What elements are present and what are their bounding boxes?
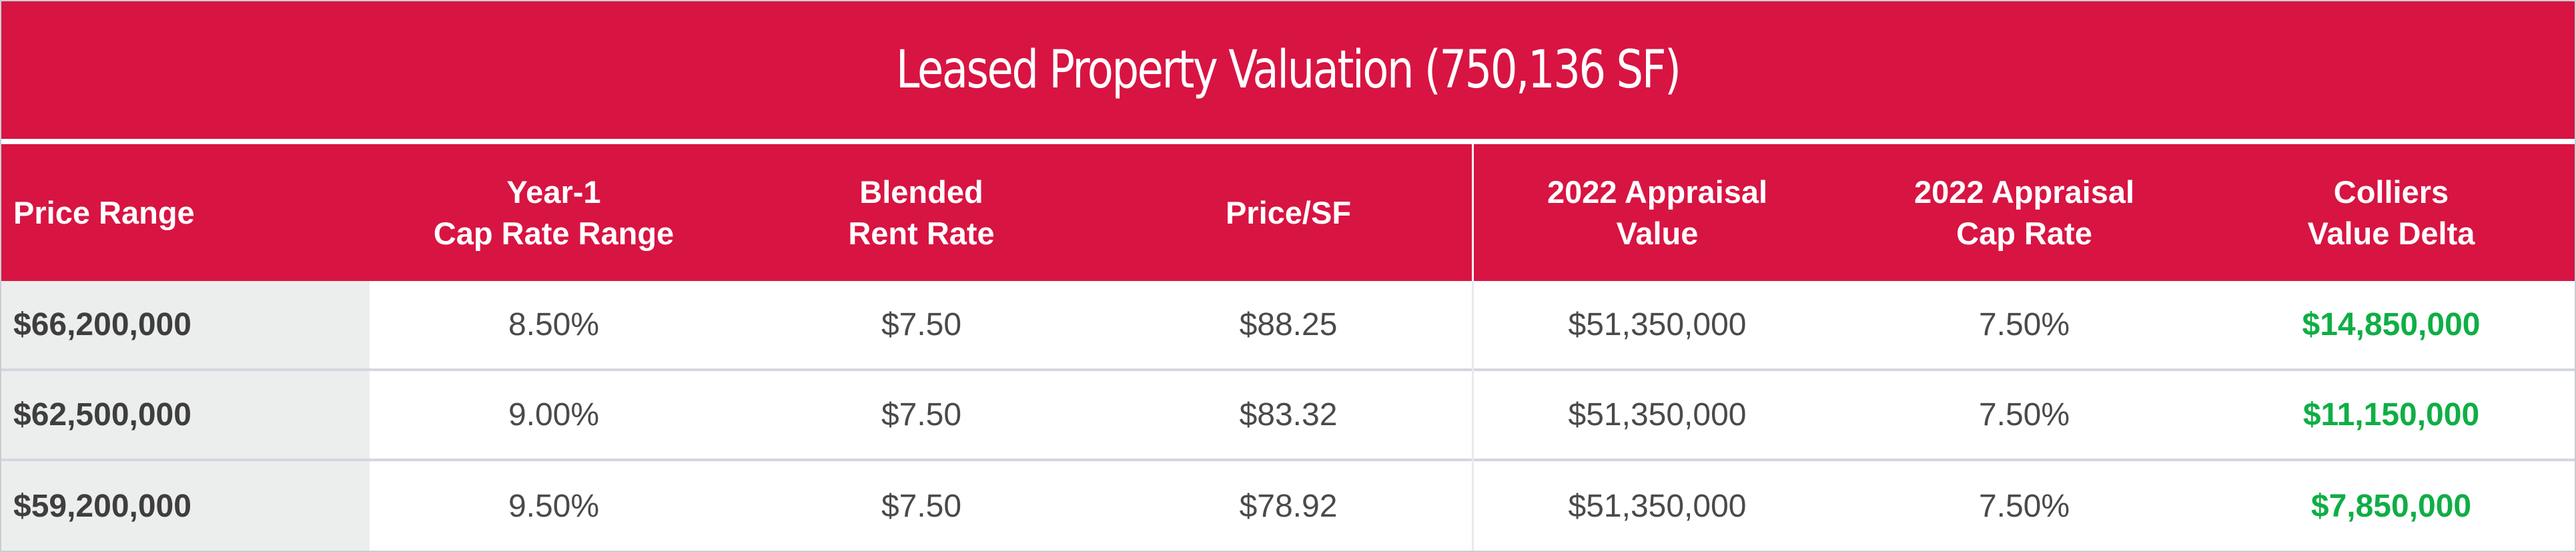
header-column-divider [1472, 144, 1474, 281]
header-cap-rate-range-line2: Cap Rate Range [433, 215, 675, 251]
header-blended-rent-rate-line2: Rent Rate [848, 215, 995, 251]
header-appraisal-cap-rate-line2: Cap Rate [1956, 215, 2092, 251]
cap-rate-range-cell: 9.50% [508, 488, 600, 524]
header-cap-rate-range: Year-1 Cap Rate Range [370, 144, 738, 281]
table-row: $62,500,000 9.00% $7.50 $83.32 $51,350,0… [1, 371, 2575, 459]
row-separator [1, 459, 2575, 461]
value-delta-cell: $14,850,000 [2302, 307, 2481, 342]
price-per-sf-cell: $78.92 [1239, 488, 1338, 524]
header-appraisal-cap-rate: 2022 Appraisal Cap Rate [1841, 144, 2208, 281]
price-range-cell: $59,200,000 [1, 461, 370, 551]
value-delta-cell: $11,150,000 [2302, 397, 2480, 433]
table-title-bar: Leased Property Valuation (750,136 SF) [1, 1, 2575, 139]
header-blended-rent-rate: Blended Rent Rate [738, 144, 1105, 281]
title-divider [1, 139, 2575, 144]
blended-rent-rate-cell: $7.50 [881, 307, 962, 342]
price-per-sf-cell: $83.32 [1239, 397, 1338, 433]
header-price-per-sf: Price/SF [1105, 144, 1472, 281]
body-column-divider [1472, 281, 1474, 551]
cap-rate-range-cell: 8.50% [508, 307, 600, 342]
header-value-delta: Colliers Value Delta [2208, 144, 2575, 281]
header-price-range-label: Price Range [13, 194, 195, 230]
appraisal-cap-rate-cell: 7.50% [1978, 397, 2070, 433]
header-appraisal-cap-rate-line1: 2022 Appraisal [1913, 174, 2135, 210]
price-range-cell: $62,500,000 [1, 371, 370, 459]
header-appraisal-value: 2022 Appraisal Value [1474, 144, 1841, 281]
appraisal-cap-rate-cell: 7.50% [1978, 307, 2070, 342]
blended-rent-rate-cell: $7.50 [881, 397, 962, 433]
value-delta-cell: $7,850,000 [2310, 488, 2472, 524]
header-price-per-sf-label: Price/SF [1225, 194, 1352, 230]
header-value-delta-line1: Colliers [2333, 174, 2449, 210]
appraisal-value-cell: $51,350,000 [1568, 488, 1747, 524]
header-appraisal-value-line1: 2022 Appraisal [1547, 174, 1768, 210]
table-title: Leased Property Valuation (750,136 SF) [896, 40, 1681, 100]
blended-rent-rate-cell: $7.50 [881, 488, 962, 524]
price-range-cell: $66,200,000 [1, 281, 370, 368]
price-per-sf-cell: $88.25 [1239, 307, 1338, 342]
appraisal-value-cell: $51,350,000 [1568, 397, 1747, 433]
header-price-range: Price Range [1, 144, 370, 281]
cap-rate-range-cell: 9.00% [508, 397, 600, 433]
appraisal-cap-rate-cell: 7.50% [1978, 488, 2070, 524]
header-cap-rate-range-line1: Year-1 [506, 174, 601, 210]
table-body: $66,200,000 8.50% $7.50 $88.25 $51,350,0… [1, 281, 2575, 551]
row-separator [1, 368, 2575, 371]
header-blended-rent-rate-line1: Blended [859, 174, 983, 210]
table-row: $66,200,000 8.50% $7.50 $88.25 $51,350,0… [1, 281, 2575, 368]
appraisal-value-cell: $51,350,000 [1568, 307, 1747, 342]
header-row: Price Range Year-1 Cap Rate Range Blende… [1, 144, 2575, 281]
table-row: $59,200,000 9.50% $7.50 $78.92 $51,350,0… [1, 461, 2575, 551]
header-value-delta-line2: Value Delta [2307, 215, 2475, 251]
header-appraisal-value-line2: Value [1616, 215, 1699, 251]
